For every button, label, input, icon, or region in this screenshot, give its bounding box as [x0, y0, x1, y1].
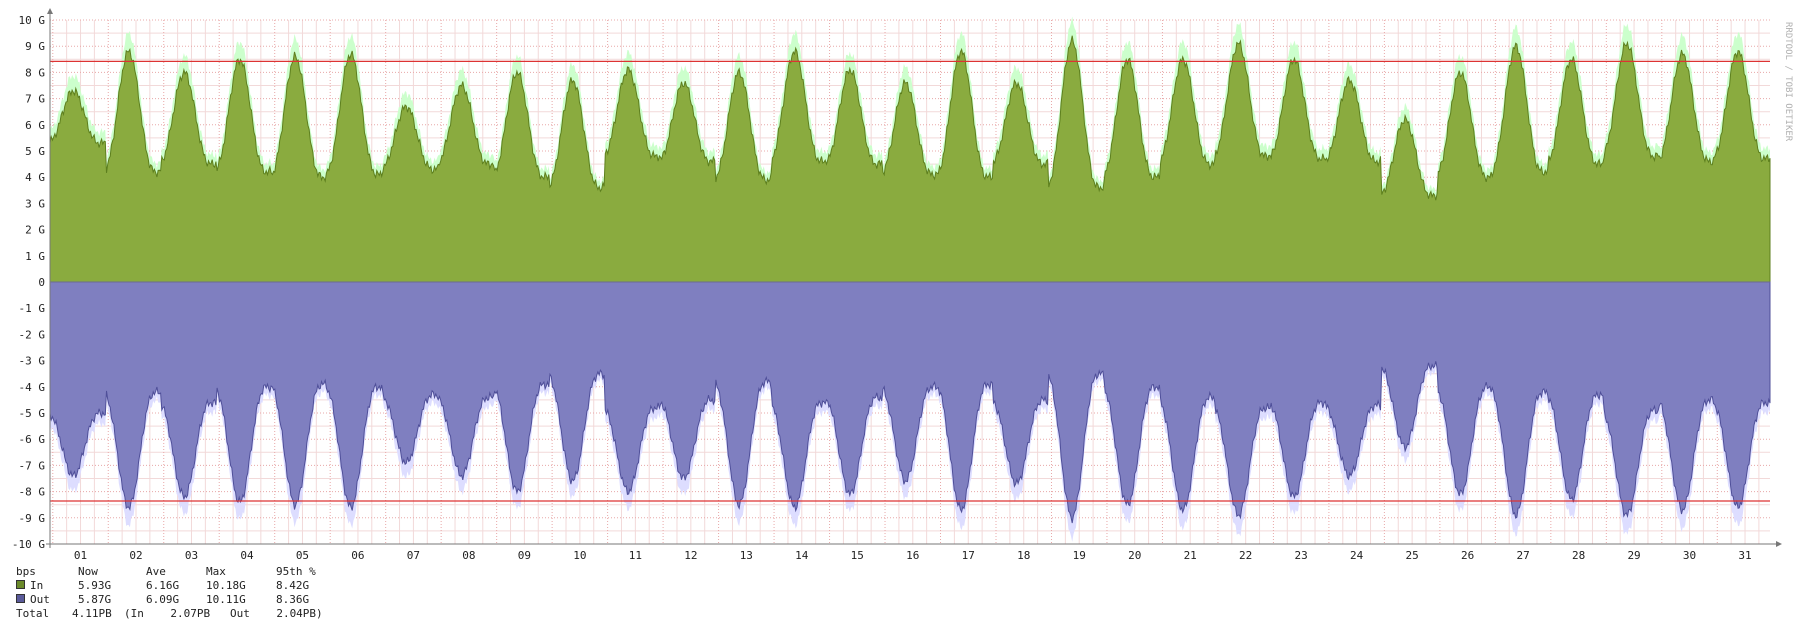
y-tick-label: -8 G [19, 486, 46, 499]
legend-header-p95: 95th % [276, 565, 316, 578]
x-tick-label: 09 [518, 549, 531, 562]
y-tick-label: 4 G [25, 171, 45, 184]
watermark-text: RRDTOOL / TOBI OETIKER [1783, 22, 1793, 142]
legend-out-p95: 8.36G [276, 593, 310, 606]
x-tick-label: 11 [629, 549, 642, 562]
y-tick-label: -6 G [19, 433, 46, 446]
x-tick-label: 30 [1683, 549, 1696, 562]
legend-in-now: 5.93G [78, 579, 112, 592]
legend-in-swatch [16, 579, 25, 592]
legend-in-max: 10.18G [206, 579, 246, 592]
series-out-area [49, 281, 1771, 524]
y-tick-label: -3 G [19, 355, 46, 368]
legend-out-max: 10.11G [206, 593, 246, 606]
y-tick-label: -4 G [19, 381, 46, 394]
y-tick-label: 6 G [25, 119, 45, 132]
x-tick-label: 25 [1406, 549, 1419, 562]
x-tick-label: 27 [1516, 549, 1529, 562]
x-tick-label: 14 [795, 549, 809, 562]
y-tick-label: 5 G [25, 145, 45, 158]
legend-out-swatch [16, 593, 25, 606]
x-tick-label: 10 [573, 549, 586, 562]
series-in-area [49, 35, 1771, 283]
x-tick-label: 01 [74, 549, 87, 562]
legend-in-ave: 6.16G [146, 579, 180, 592]
x-tick-label: 28 [1572, 549, 1585, 562]
y-axis-arrow [47, 8, 53, 14]
x-axis-arrow [1776, 541, 1782, 547]
y-tick-label: 2 G [25, 224, 45, 237]
legend-unit: bps [16, 565, 36, 578]
x-tick-label: 15 [851, 549, 864, 562]
x-tick-label: 20 [1128, 549, 1141, 562]
legend-in-p95: 8.42G [276, 579, 310, 592]
legend-header-now: Now [78, 565, 98, 578]
x-tick-label: 05 [296, 549, 309, 562]
x-tick-label: 07 [407, 549, 420, 562]
x-tick-label: 02 [129, 549, 142, 562]
y-tick-label: -1 G [19, 302, 46, 315]
x-tick-label: 31 [1738, 549, 1751, 562]
y-tick-label: -9 G [19, 512, 46, 525]
x-tick-label: 22 [1239, 549, 1252, 562]
x-tick-label: 16 [906, 549, 919, 562]
x-tick-label: 19 [1073, 549, 1086, 562]
x-tick-label: 03 [185, 549, 198, 562]
y-tick-label: 1 G [25, 250, 45, 263]
legend-header-max: Max [206, 565, 226, 578]
x-tick-label: 12 [684, 549, 697, 562]
x-tick-label: 18 [1017, 549, 1030, 562]
x-tick-label: 21 [1184, 549, 1197, 562]
x-tick-label: 17 [962, 549, 975, 562]
x-tick-label: 06 [351, 549, 364, 562]
y-tick-label: -10 G [12, 538, 45, 551]
legend-out-label: Out [30, 593, 50, 606]
y-tick-label: 0 [38, 276, 45, 289]
x-tick-label: 08 [462, 549, 475, 562]
x-tick-label: 24 [1350, 549, 1364, 562]
x-tick-label: 29 [1627, 549, 1640, 562]
legend-header-ave: Ave [146, 565, 166, 578]
y-tick-label: -5 G [19, 407, 46, 420]
legend-total-detail: (In 2.07PB Out 2.04PB) [124, 607, 323, 620]
y-tick-label: 10 G [19, 14, 46, 27]
legend-total-value: 4.11PB [72, 607, 112, 620]
x-tick-label: 04 [240, 549, 254, 562]
legend-out-ave: 6.09G [146, 593, 180, 606]
x-tick-label: 26 [1461, 549, 1474, 562]
y-tick-label: 7 G [25, 93, 45, 106]
y-tick-label: -7 G [19, 459, 46, 472]
legend-in-label: In [30, 579, 44, 592]
y-tick-label: 8 G [25, 66, 45, 79]
y-tick-label: -2 G [19, 328, 46, 341]
x-tick-label: 23 [1295, 549, 1308, 562]
y-tick-label: 3 G [25, 197, 45, 210]
legend-total-label: Total [16, 607, 50, 620]
legend-out-now: 5.87G [78, 593, 112, 606]
x-tick-label: 13 [740, 549, 753, 562]
y-tick-label: 9 G [25, 40, 45, 53]
